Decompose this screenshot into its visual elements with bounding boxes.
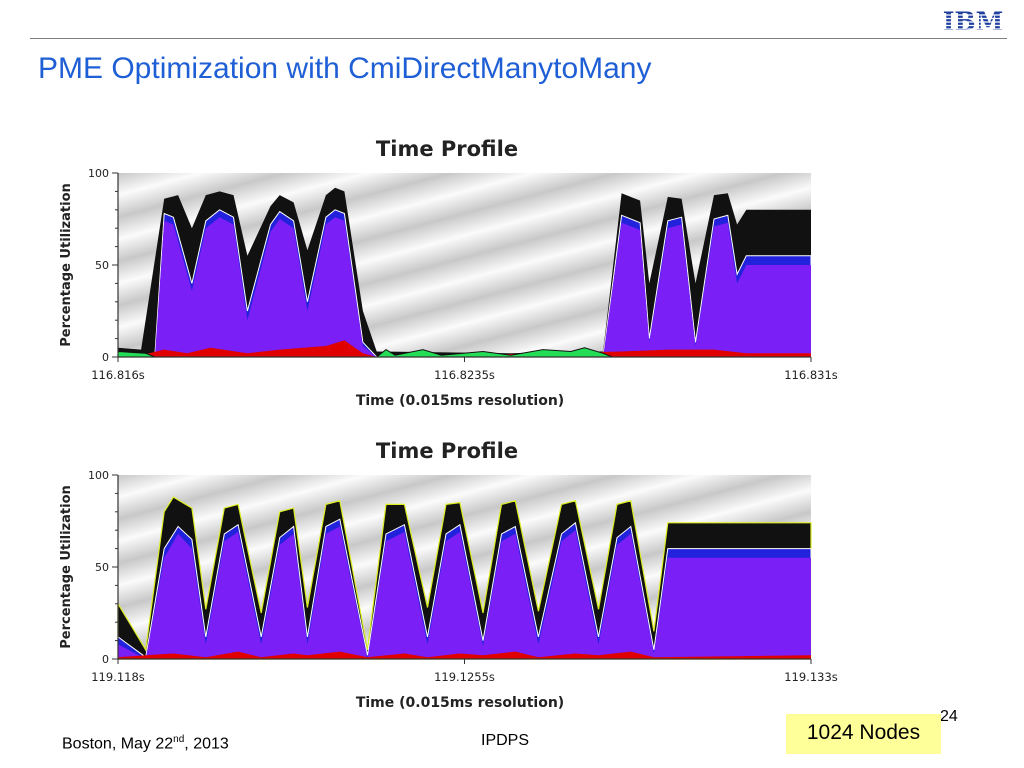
footer-year: , 2013 bbox=[184, 735, 229, 753]
utilization-area-4 bbox=[118, 340, 811, 357]
y-tick-label: 100 bbox=[88, 167, 109, 180]
y-tick-label: 50 bbox=[95, 259, 109, 272]
y-axis-label: Percentage Utilization bbox=[59, 183, 74, 347]
x-tick-label: 119.1255s bbox=[434, 670, 495, 684]
x-axis-label: Time (0.015ms resolution) bbox=[356, 695, 564, 711]
slide-title: PME Optimization with CmiDirectManytoMan… bbox=[38, 52, 652, 85]
header-rule bbox=[30, 38, 1007, 39]
utilization-area-3 bbox=[118, 217, 811, 357]
footer-location: Boston, May 22 bbox=[62, 735, 174, 753]
x-tick-label: 116.8235s bbox=[434, 368, 495, 382]
footer-date-suffix: nd bbox=[173, 734, 185, 745]
y-tick-label: 0 bbox=[102, 351, 109, 364]
utilization-area-5 bbox=[117, 347, 811, 358]
x-tick-label: 119.118s bbox=[91, 670, 145, 684]
y-tick-label: 100 bbox=[88, 469, 109, 482]
ibm-logo: IBM bbox=[939, 7, 1007, 36]
footer-location-date: Boston, May 22nd, 2013 bbox=[62, 734, 229, 753]
x-tick-label: 116.816s bbox=[91, 368, 145, 382]
x-axis-label: Time (0.015ms resolution) bbox=[356, 393, 564, 409]
nodes-badge: 1024 Nodes bbox=[786, 714, 941, 754]
chart-title: Time Profile bbox=[376, 137, 518, 161]
utilization-area-4 bbox=[118, 651, 811, 659]
time-profile-svg-top: 0 50 100 116.816s 116.8235s 116.831s Time Prof… bbox=[59, 137, 838, 409]
footer-conference: IPDPS bbox=[481, 732, 530, 749]
time-profile-svg-bottom: 0 50 100 119.118s 119.1255s 119.133s Time Prof… bbox=[59, 439, 838, 711]
utilization-area-3 bbox=[118, 526, 811, 659]
time-profile-chart-bottom: 0 50 100 119.118s 119.1255s 119.133s Time Prof… bbox=[50, 430, 860, 720]
x-tick-label: 119.133s bbox=[784, 670, 838, 684]
time-profile-chart-top: 0 50 100 116.816s 116.8235s 116.831s Time Prof… bbox=[50, 128, 860, 418]
chart-title: Time Profile bbox=[376, 439, 518, 463]
y-tick-label: 0 bbox=[102, 653, 109, 666]
page-number: 24 bbox=[940, 708, 958, 725]
y-axis-label: Percentage Utilization bbox=[59, 485, 74, 649]
y-tick-label: 50 bbox=[95, 561, 109, 574]
x-tick-label: 116.831s bbox=[784, 368, 838, 382]
